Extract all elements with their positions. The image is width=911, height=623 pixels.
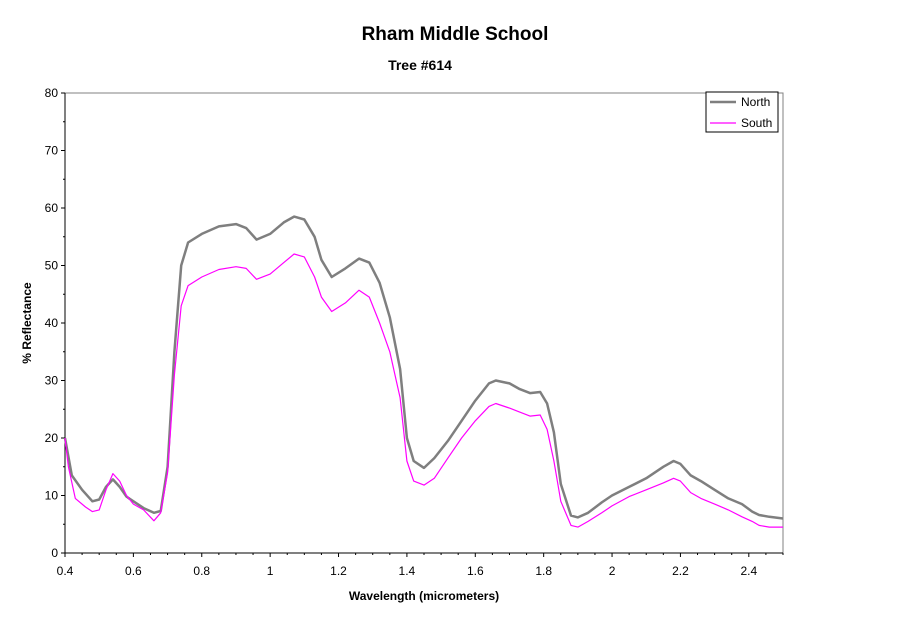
series-line-north <box>63 215 784 520</box>
series-lines <box>63 215 784 528</box>
x-tick-label: 2 <box>609 564 616 578</box>
x-tick-label: 0.6 <box>125 564 142 578</box>
x-tick-label: 2.2 <box>672 564 689 578</box>
x-tick-label: 0.8 <box>193 564 210 578</box>
y-tick-label: 0 <box>51 546 58 560</box>
legend-label-south: South <box>741 116 772 130</box>
chart-title: Rham Middle School <box>362 24 549 45</box>
x-tick-label: 1.8 <box>535 564 552 578</box>
y-axis-title: % Reflectance <box>20 282 34 364</box>
y-tick-label: 40 <box>45 316 59 330</box>
y-tick-label: 30 <box>45 374 59 388</box>
y-tick-label: 50 <box>45 259 59 273</box>
y-tick-label: 20 <box>45 431 59 445</box>
legend-box <box>705 91 779 133</box>
x-tick-label: 1 <box>267 564 274 578</box>
x-tick-label: 0.4 <box>57 564 74 578</box>
y-tick-label: 10 <box>45 489 59 503</box>
x-tick-label: 1.6 <box>467 564 484 578</box>
axes: 0 10 20 30 40 50 60 70 80 0.4 0.6 0.8 1 1.2 1.4 1.6 1.8 2… <box>45 86 784 578</box>
legend-label-north: North <box>741 95 770 109</box>
series-line-south <box>64 253 783 528</box>
y-tick-label: 70 <box>45 144 59 158</box>
x-axis-title: Wavelength (micrometers) <box>349 589 499 603</box>
x-tick-label: 2.4 <box>740 564 757 578</box>
y-tick-label: 80 <box>45 86 59 100</box>
legend: North South <box>705 91 779 133</box>
x-tick-label: 1.2 <box>330 564 347 578</box>
chart-subtitle: Tree #614 <box>388 57 452 73</box>
y-tick-label: 60 <box>45 201 59 215</box>
x-tick-label: 1.4 <box>399 564 416 578</box>
plot-area-border <box>64 92 784 554</box>
